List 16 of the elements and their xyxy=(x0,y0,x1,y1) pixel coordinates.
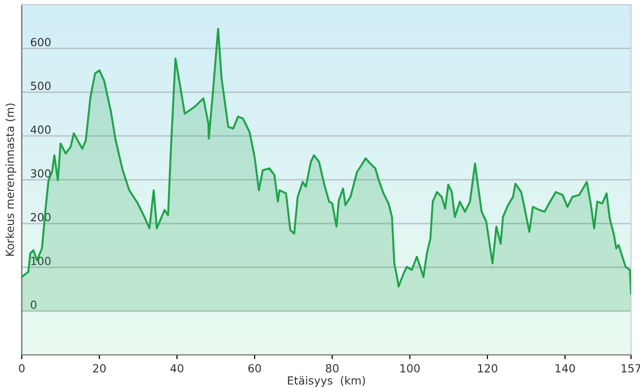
y-tick-label: 500 xyxy=(30,82,51,90)
x-tick-label: 100 xyxy=(400,364,420,373)
x-tick-label: 20 xyxy=(93,364,106,373)
y-tick-label: 600 xyxy=(30,38,51,46)
y-tick-label: 0 xyxy=(30,300,36,309)
x-tick-label: 140 xyxy=(556,364,575,373)
y-tick-label: 400 xyxy=(30,125,51,134)
x-tick-label: 0 xyxy=(18,364,25,373)
x-tick-label: 120 xyxy=(478,364,498,373)
y-tick-label: 100 xyxy=(31,256,51,266)
x-axis-title: Etäisyys (km) xyxy=(288,376,365,387)
y-tick-label: 300 xyxy=(30,169,51,178)
x-tick-label: 60 xyxy=(248,364,261,373)
x-tick-label: 80 xyxy=(326,364,339,373)
y-axis-title: Korkeus merenpinnasta (m) xyxy=(5,104,16,256)
x-tick-label: 40 xyxy=(170,364,184,373)
